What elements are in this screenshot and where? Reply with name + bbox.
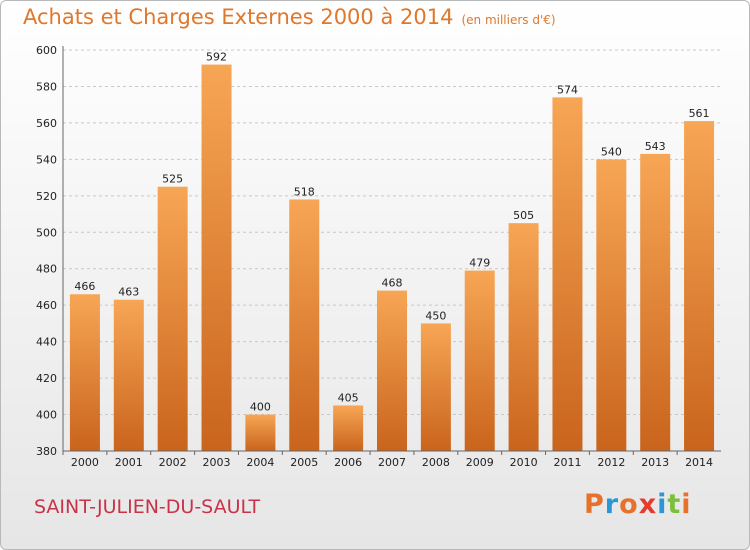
y-tick-label: 520	[36, 190, 57, 203]
logo-letter: o	[619, 489, 639, 520]
x-tick-label-2012: 2012	[597, 456, 625, 469]
data-label-2003: 592	[206, 51, 227, 64]
logo-letter: P	[584, 489, 605, 520]
y-tick-label: 560	[36, 117, 57, 130]
x-tick-label-2006: 2006	[334, 456, 362, 469]
x-tick-label-2002: 2002	[159, 456, 187, 469]
logo-letter: x	[638, 489, 658, 520]
x-tick-label-2000: 2000	[71, 456, 99, 469]
data-label-2004: 400	[250, 401, 271, 414]
data-label-2001: 463	[118, 286, 139, 299]
data-label-2011: 574	[557, 83, 578, 96]
bar-2004	[245, 414, 276, 451]
data-label-2007: 468	[382, 277, 403, 290]
bar-2007	[377, 290, 407, 451]
bar-2011	[552, 97, 583, 452]
data-label-2014: 561	[689, 107, 710, 120]
bar-2003	[201, 64, 232, 451]
x-tick-label-2011: 2011	[553, 456, 581, 469]
data-label-2002: 525	[162, 173, 183, 186]
data-label-2008: 450	[425, 309, 446, 322]
data-label-2012: 540	[601, 145, 622, 158]
logo-letter: t	[667, 489, 682, 520]
bar-2009	[464, 270, 495, 451]
y-tick-label: 440	[36, 336, 57, 349]
bar-2008	[420, 323, 451, 451]
y-tick-label: 600	[36, 44, 57, 57]
chart-title: Achats et Charges Externes 2000 à 2014 (e…	[23, 5, 556, 29]
data-label-2009: 479	[469, 257, 490, 270]
bar-2005	[289, 199, 320, 451]
y-tick-label: 480	[36, 263, 57, 276]
logo-letter: i	[681, 489, 692, 520]
bars	[69, 64, 715, 452]
logo-letter: i	[657, 489, 668, 520]
labels: 380 400 420 440 460 480 500 520 540 560 580 600 466 2…	[36, 44, 713, 469]
commune-name: SAINT-JULIEN-DU-SAULT	[34, 496, 261, 518]
bar-2012	[596, 159, 627, 451]
data-label-2006: 405	[338, 391, 359, 404]
x-tick-label-2008: 2008	[422, 456, 450, 469]
y-tick-label: 380	[36, 445, 57, 458]
y-tick-label: 420	[36, 372, 57, 385]
chart-unit: (en milliers d'€)	[461, 13, 556, 27]
bar-2001	[113, 299, 144, 451]
bar-2010	[508, 223, 539, 451]
x-tick-label-2010: 2010	[510, 456, 538, 469]
x-tick-label-2013: 2013	[641, 456, 669, 469]
data-label-2013: 543	[645, 140, 666, 153]
y-tick-label: 540	[36, 153, 57, 166]
y-tick-label: 400	[36, 409, 57, 422]
x-tick-label-2009: 2009	[466, 456, 494, 469]
data-label-2005: 518	[294, 185, 315, 198]
x-tick-label-2003: 2003	[203, 456, 231, 469]
chart-title-text: Achats et Charges Externes 2000 à 2014	[23, 5, 454, 29]
y-tick-label: 460	[36, 299, 57, 312]
y-tick-label: 500	[36, 226, 57, 239]
bar-2002	[157, 186, 188, 452]
y-tick-label: 580	[36, 80, 57, 93]
bar-2000	[69, 294, 100, 451]
bar-2006	[333, 405, 364, 451]
logo-letter: r	[604, 489, 620, 520]
data-label-2010: 505	[513, 209, 534, 222]
x-tick-label-2005: 2005	[290, 456, 318, 469]
bar-2013	[640, 153, 671, 452]
proxiti-logo: Proxiti	[584, 489, 692, 520]
x-tick-label-2014: 2014	[685, 456, 713, 469]
x-tick-label-2001: 2001	[115, 456, 143, 469]
x-tick-label-2004: 2004	[246, 456, 274, 469]
bar-2014	[684, 121, 715, 451]
axes	[62, 46, 721, 455]
x-tick-label-2007: 2007	[378, 456, 406, 469]
data-label-2000: 466	[74, 280, 95, 293]
